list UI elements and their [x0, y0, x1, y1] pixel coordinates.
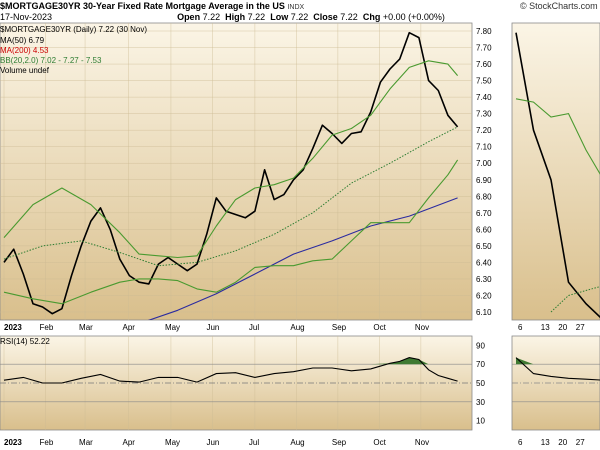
y-tick-label: 6.10: [476, 308, 492, 317]
rsi-x-tick-label: Aug: [290, 438, 304, 447]
series-line-ma50: [3, 126, 458, 267]
rsi-x-tick-label: May: [165, 438, 180, 447]
rsi-y-tick-label: 30: [476, 398, 485, 407]
rsi-x-tick-label: Apr: [122, 438, 135, 447]
right-rsi-x-tick-label: 6: [518, 438, 523, 447]
x-tick-label: Nov: [415, 323, 429, 332]
legend-rsi: RSI(14) 52.22: [0, 337, 50, 346]
legend-bb: BB(20,2.0) 7.02 - 7.27 - 7.53: [0, 56, 102, 65]
rsi-line: [3, 357, 458, 384]
right-x-tick-label: 27: [576, 323, 585, 332]
rsi-y-tick-label: 90: [476, 341, 485, 350]
high-value: 7.22: [247, 12, 266, 22]
y-tick-label: 6.20: [476, 291, 492, 300]
x-tick-label: Aug: [290, 323, 304, 332]
y-tick-label: 7.60: [476, 60, 492, 69]
x-tick-label: 2023: [4, 323, 22, 332]
rsi-y-tick-label: 10: [476, 417, 485, 426]
close-value: 7.22: [340, 12, 358, 22]
close-label: Close: [313, 12, 338, 22]
open-label: Open: [177, 12, 201, 22]
right-rsi-line: [515, 357, 600, 381]
chg-value: +0.00 (+0.00%): [382, 12, 445, 22]
main-panel: [0, 22, 473, 321]
quote-bar: 17-Nov-2023 Open 7.22 High 7.22 Low 7.22…: [0, 12, 445, 22]
chg-label: Chg: [362, 12, 381, 22]
date-label: 17-Nov-2023: [0, 12, 53, 22]
legend-ma50: MA(50) 6.79: [0, 36, 45, 45]
right-x-tick-label: 6: [518, 323, 523, 332]
y-tick-label: 7.00: [476, 159, 492, 168]
open-value: 7.22: [202, 12, 221, 22]
rsi-x-tick-label: Oct: [373, 438, 386, 447]
x-tick-label: Apr: [122, 323, 135, 332]
y-tick-label: 6.30: [476, 275, 492, 284]
legend-ma200: MA(200) 4.53: [0, 46, 49, 55]
right-rsi-x-tick-label: 20: [558, 438, 567, 447]
y-tick-label: 7.20: [476, 126, 492, 135]
rsi-x-tick-label: Mar: [79, 438, 93, 447]
legend-volume: Volume undef: [0, 66, 49, 75]
y-tick-label: 6.40: [476, 258, 492, 267]
right-rsi-fill: [516, 357, 534, 365]
rsi-x-tick-label: Nov: [415, 438, 429, 447]
y-tick-label: 7.50: [476, 77, 492, 86]
y-tick-label: 6.50: [476, 242, 492, 251]
series-line-bb: [3, 159, 459, 305]
right-series-line-price: [515, 32, 600, 319]
y-tick-label: 7.70: [476, 44, 492, 53]
rsi-x-tick-label: Jun: [206, 438, 219, 447]
right-rsi-x-tick-label: 27: [576, 438, 585, 447]
x-tick-label: Jun: [206, 323, 219, 332]
rsi-x-tick-label: Feb: [39, 438, 53, 447]
x-tick-label: Jul: [249, 323, 259, 332]
x-tick-label: Sep: [332, 323, 347, 332]
exchange-label: INDX: [287, 4, 305, 11]
x-tick-label: Feb: [39, 323, 53, 332]
y-tick-label: 7.40: [476, 93, 492, 102]
y-tick-label: 6.60: [476, 225, 492, 234]
y-tick-label: 6.80: [476, 192, 492, 201]
brand-label: © StockCharts.com: [520, 1, 598, 11]
series-line-ma200: [147, 197, 458, 320]
rsi-x-tick-label: Jul: [249, 438, 259, 447]
y-tick-label: 7.30: [476, 110, 492, 119]
high-label: High: [225, 12, 246, 22]
rsi-y-tick-label: 50: [476, 379, 485, 388]
legend-main: $MORTGAGE30YR (Daily) 7.22 (30 Nov): [0, 25, 148, 34]
series-line-price: [3, 31, 459, 315]
right-x-tick-label: 20: [558, 323, 567, 332]
low-label: Low: [270, 12, 289, 22]
right-series-line-bb: [515, 98, 600, 175]
symbol-title: $MORTGAGE30YR 30-Year Fixed Rate Mortgag…: [0, 1, 285, 11]
y-tick-label: 6.70: [476, 209, 492, 218]
y-tick-label: 6.90: [476, 176, 492, 185]
y-tick-label: 7.10: [476, 143, 492, 152]
chart-title: $MORTGAGE30YR 30-Year Fixed Rate Mortgag…: [0, 1, 304, 11]
rsi-x-tick-label: 2023: [4, 438, 22, 447]
low-value: 7.22: [290, 12, 309, 22]
y-tick-label: 7.80: [476, 27, 492, 36]
x-tick-label: May: [165, 323, 180, 332]
right-x-tick-label: 13: [541, 323, 550, 332]
rsi-x-tick-label: Sep: [332, 438, 347, 447]
series-line-bb: [3, 60, 459, 259]
right-rsi-x-tick-label: 13: [541, 438, 550, 447]
rsi-y-tick-label: 70: [476, 360, 485, 369]
right-main-panel: [511, 22, 600, 321]
x-tick-label: Oct: [373, 323, 386, 332]
x-tick-label: Mar: [79, 323, 93, 332]
right-series-line-ma50: [550, 286, 600, 313]
